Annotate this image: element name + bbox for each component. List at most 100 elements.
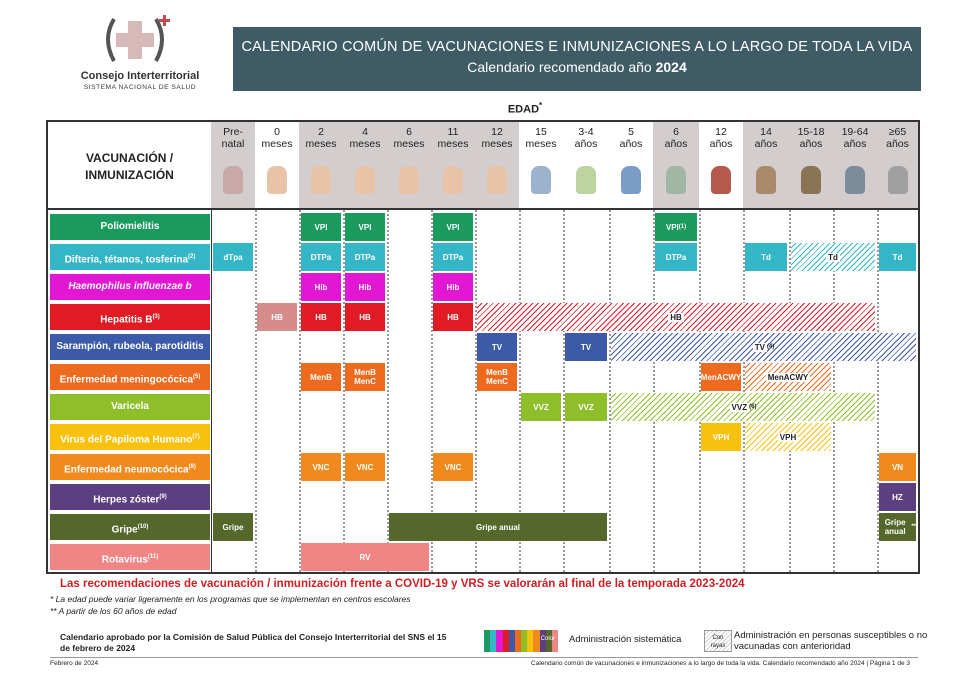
vaccine-row-label: Enfermedad neumocócica(8) [50, 454, 210, 480]
dose-footnote-ref: (6) [749, 403, 757, 410]
age-unit: años [664, 138, 688, 150]
schedule-cell: VVZ [565, 393, 607, 421]
dose-label: VVZ [729, 402, 750, 412]
column-divider [609, 210, 611, 572]
schedule-cell: VVZ [521, 393, 561, 421]
approval-text: Calendario aprobado por la Comisión de S… [60, 632, 447, 653]
dose-label: TV [580, 342, 592, 352]
schedule-cell: VN [879, 453, 916, 481]
age-column-header: 4 meses [343, 122, 387, 208]
schedule-cell: VPI [301, 213, 341, 241]
schedule-cell: HB [477, 303, 875, 331]
dose-footnote-ref: (4) [766, 343, 775, 350]
dose-label: DTPa [665, 252, 687, 262]
column-divider [877, 210, 879, 572]
dose-label: Gripe [222, 522, 244, 532]
vaccine-footnote-ref: (11) [147, 554, 159, 560]
vaccine-footnote-ref: (2) [188, 254, 196, 260]
age-column-header: 19-64 años [833, 122, 877, 208]
age-column-header: 2 meses [299, 122, 343, 208]
vaccine-name: Gripe [111, 524, 138, 536]
schedule-cell: MenACWY [745, 363, 831, 391]
schedule-cell: VPH [745, 423, 831, 451]
dose-label: Td [892, 252, 903, 262]
person-figure-icon [311, 166, 331, 194]
age-value: 12 [491, 126, 503, 138]
subtitle-year: 2024 [655, 59, 687, 75]
schedule-cell: Gripe anual ** [879, 513, 916, 541]
dose-label: Gripe anual [884, 518, 906, 536]
dose-label: VVZ [533, 402, 549, 412]
vaccine-row-label: Difteria, tétanos, tosferina(2) [50, 244, 210, 270]
dose-label: HB [668, 312, 684, 322]
dose-label: HZ [892, 492, 903, 502]
age-unit: años [799, 138, 823, 150]
vaccine-footnote-ref: (3) [152, 314, 160, 320]
health-cross-icon [106, 15, 170, 62]
schedule-cell: DTPa [301, 243, 341, 271]
person-figure-icon [666, 166, 686, 194]
age-unit: años [843, 138, 867, 150]
age-column-header: 3-4 años [563, 122, 609, 208]
age-column-header: 0 meses [255, 122, 299, 208]
legend-color-swatch: Color [484, 630, 559, 652]
age-value: 12 [715, 126, 727, 138]
column-divider [475, 210, 477, 572]
age-column-header: 14 años [743, 122, 789, 208]
age-value: 15 [535, 126, 547, 138]
footer-divider [50, 657, 918, 658]
column-divider [343, 210, 345, 572]
column-divider [653, 210, 655, 572]
dose-label: VVZ [578, 402, 594, 412]
vaccine-name: Enfermedad meningocócica [59, 374, 194, 386]
person-figure-icon [531, 166, 551, 194]
age-column-header: 5 años [609, 122, 653, 208]
column-divider [299, 210, 301, 572]
age-unit: años [574, 138, 598, 150]
age-unit: años [619, 138, 643, 150]
dose-label: HB [315, 312, 327, 322]
dose-label: Gripe anual [475, 522, 520, 532]
dose-label: HB [271, 312, 283, 322]
schedule-cell: MenB MenC [477, 363, 517, 391]
age-value: 19-64 [841, 126, 869, 138]
schedule-cell: dTpa [213, 243, 253, 271]
footer-page-info: Calendario común de vacunaciones e inmun… [531, 660, 910, 667]
age-value: 3-4 [578, 126, 594, 138]
age-unit: meses [393, 138, 425, 150]
dose-label: Td [826, 252, 840, 262]
age-column-header: 15 meses [519, 122, 563, 208]
dose-label: VN [891, 462, 904, 472]
dose-label: MenACWY [700, 372, 742, 382]
person-figure-icon [399, 166, 419, 194]
vaccine-name: Enfermedad neumocócica [64, 464, 189, 476]
age-unit: meses [261, 138, 293, 150]
dose-label: VPI [314, 222, 328, 232]
column-divider [699, 210, 701, 572]
vaccine-footnote-ref: (5) [193, 374, 201, 380]
schedule-cell: MenB MenC [345, 363, 385, 391]
age-value: Pre- [223, 126, 243, 138]
dose-label: DTPa [442, 252, 464, 262]
legend-susceptible: Administración en personas susceptibles … [734, 630, 928, 652]
vaccine-row-label: Herpes zóster(9) [50, 484, 210, 510]
age-value: 15-18 [797, 126, 825, 138]
schedule-cell: VNC [433, 453, 473, 481]
title-banner: CALENDARIO COMÚN DE VACUNACIONES E INMUN… [233, 27, 921, 91]
age-column-header: Pre-natal [211, 122, 255, 208]
age-value: 6 [673, 126, 679, 138]
age-unit: años [754, 138, 778, 150]
vaccine-row-label: Virus del Papiloma Humano(7) [50, 424, 210, 450]
vaccine-name: Hepatitis B [100, 314, 153, 326]
person-figure-icon [487, 166, 507, 194]
column-divider [255, 210, 257, 572]
column-divider [789, 210, 791, 572]
vaccine-row-label: Sarampión, rubeola, parotiditis [50, 334, 210, 360]
vaccine-row-label: Gripe(10) [50, 514, 210, 540]
logo: Consejo Interterritorial SISTEMA NACIONA… [70, 15, 210, 95]
age-unit: años [886, 138, 909, 150]
dose-label: VPH [777, 432, 799, 442]
schedule-cell: DTPa [433, 243, 473, 271]
page-title: CALENDARIO COMÚN DE VACUNACIONES E INMUN… [241, 39, 913, 55]
schedule-cell: Hib [433, 273, 473, 301]
